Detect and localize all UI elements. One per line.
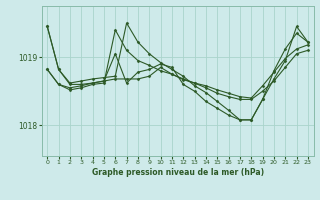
X-axis label: Graphe pression niveau de la mer (hPa): Graphe pression niveau de la mer (hPa)	[92, 168, 264, 177]
